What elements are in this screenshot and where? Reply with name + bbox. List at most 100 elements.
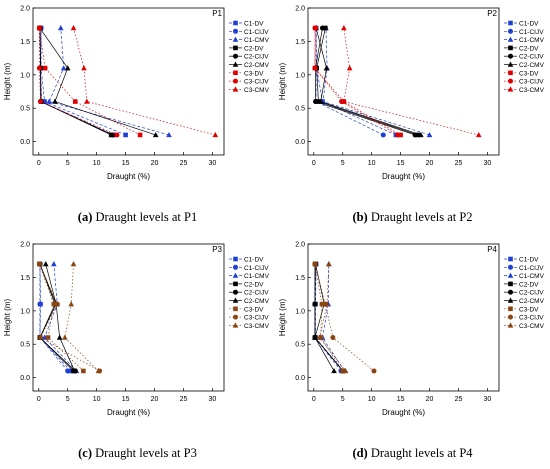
plot-frame (32, 7, 225, 156)
data-point (330, 335, 336, 341)
legend-label: C2-DV (519, 281, 539, 288)
series-c3-cmv (70, 25, 219, 138)
legend-marker (233, 28, 238, 34)
legend-marker (233, 45, 238, 51)
data-point (45, 335, 51, 340)
chart-p3: 0 5 10 15 20 25 30 0.0 0.5 1.0 1.5 2.0 Draught (%) He… (3, 242, 270, 418)
data-point (57, 25, 64, 31)
series-line (314, 263, 375, 372)
y-tick-label: 0.5 (295, 342, 305, 349)
x-tick-label: 25 (180, 160, 188, 167)
legend-label: C1-CMV (519, 273, 545, 280)
x-axis-label: Draught (%) (107, 408, 150, 417)
data-point (312, 334, 318, 340)
legend-marker (232, 61, 239, 67)
data-point (36, 65, 42, 71)
y-tick-label: 0.0 (295, 139, 305, 146)
series-c1-cmv (319, 261, 348, 374)
legend-label: C3-CIJV (519, 315, 544, 322)
data-point (316, 334, 323, 340)
legend-marker (508, 281, 513, 287)
x-tick-label: 30 (484, 396, 492, 403)
series-line (39, 28, 114, 136)
y-tick-label: 1.5 (295, 275, 305, 282)
data-point (60, 65, 67, 71)
series-line (315, 27, 421, 136)
data-point (38, 335, 44, 341)
caption-tag: (a) (77, 210, 93, 224)
legend-label: C3-DV (519, 306, 539, 313)
series-line (315, 27, 416, 136)
legend-label: C1-CIJV (244, 29, 269, 36)
legend-marker (508, 306, 513, 312)
data-point (36, 261, 42, 267)
caption-tag: (d) (352, 446, 368, 460)
data-point (68, 368, 73, 374)
legend-marker (508, 45, 513, 51)
data-point (62, 334, 68, 340)
data-point (46, 98, 53, 104)
legend-marker (232, 86, 239, 92)
series-c3-cijv (36, 261, 103, 374)
legend-label: C1-CMV (244, 37, 270, 44)
legend-marker (233, 256, 238, 262)
data-point (72, 99, 78, 104)
data-point (166, 131, 172, 138)
series-line (73, 27, 216, 136)
data-point (316, 99, 321, 104)
series-c3-dv (37, 25, 143, 138)
data-point (341, 98, 347, 104)
data-point (70, 261, 77, 267)
series-line (48, 28, 170, 136)
legend-label: C2-DV (244, 45, 264, 52)
legend-label: C1-CIJV (244, 265, 269, 272)
legend-marker (507, 36, 514, 42)
legend-label: C2-DV (244, 281, 264, 288)
series-c1-cmv (41, 261, 80, 374)
legend-label: C3-CMV (519, 323, 545, 330)
series-c2-dv (37, 25, 114, 138)
series-line (314, 264, 343, 372)
y-tick-label: 2.0 (295, 6, 305, 13)
data-point (42, 99, 47, 104)
data-point (212, 131, 219, 138)
data-point (38, 99, 44, 105)
data-point (114, 132, 120, 138)
data-point (312, 301, 318, 307)
chart-p4: 0 5 10 15 20 25 30 0.0 0.5 1.0 1.5 2.0 Draught (%) He… (278, 242, 545, 418)
series-line (39, 263, 100, 372)
data-point (137, 132, 143, 138)
legend-marker (507, 61, 514, 67)
series-line (39, 28, 118, 136)
legend-label: C2-CMV (244, 62, 270, 69)
plot-frame (307, 243, 500, 392)
legend-marker (233, 53, 238, 59)
x-tick-label: 10 (93, 396, 101, 403)
series-c3-dv (37, 261, 86, 374)
series-line (40, 28, 126, 136)
legend-label: C1-CIJV (519, 29, 544, 36)
legend-marker (508, 314, 513, 320)
data-point (51, 301, 57, 307)
y-tick-label: 1.0 (295, 72, 305, 79)
data-point (312, 25, 318, 31)
x-tick-label: 25 (455, 160, 463, 167)
data-point (323, 25, 328, 31)
legend-marker (233, 289, 238, 295)
data-point (380, 132, 386, 138)
legend-label: C3-CMV (519, 87, 545, 94)
series-line (314, 263, 344, 372)
caption-tag: (b) (352, 210, 368, 224)
series-line (39, 28, 112, 136)
series-c2-cijv (312, 261, 346, 374)
data-point (52, 98, 58, 104)
series-c3-cijv (312, 261, 377, 374)
series-c1-cmv (46, 25, 172, 138)
x-tick-label: 5 (66, 396, 70, 403)
chart-p1: 0 5 10 15 20 25 30 0.0 0.5 1.0 1.5 2.0 Draught (%) He… (3, 6, 270, 182)
legend-label: C3-DV (519, 70, 539, 77)
legend-marker (232, 297, 239, 303)
